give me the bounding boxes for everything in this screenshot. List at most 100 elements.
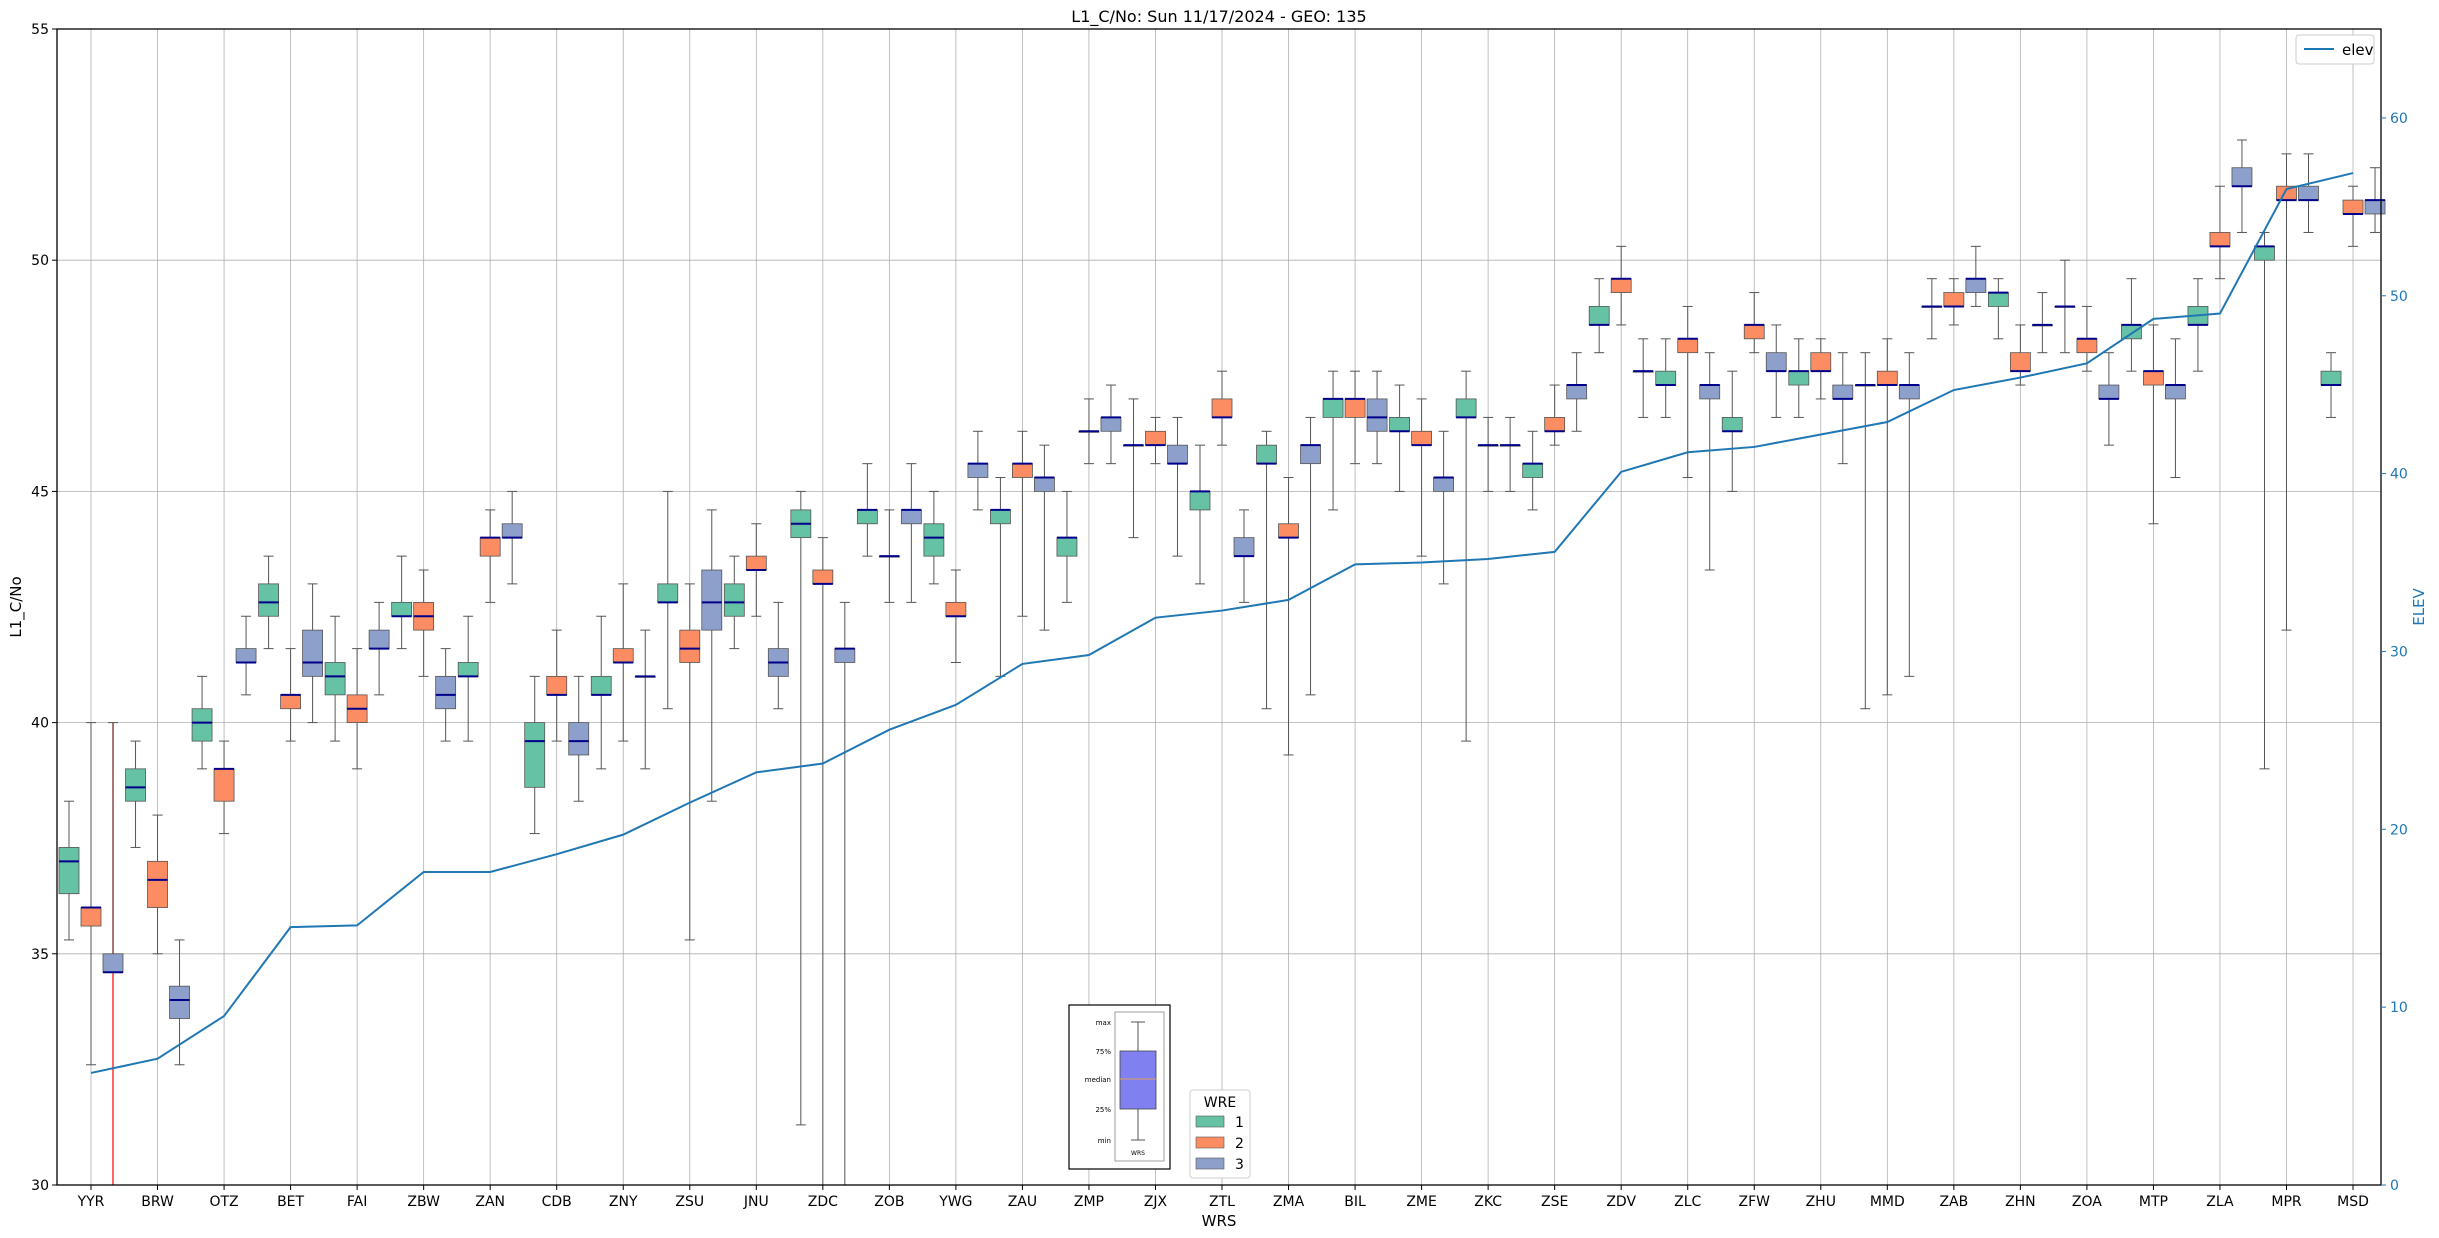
box-iqr — [524, 722, 546, 788]
box-FAI-wre1 — [324, 615, 346, 742]
box-ZME-wre1 — [1389, 384, 1410, 492]
x-tick-label: ZBW — [407, 1194, 440, 1210]
box-iqr — [1566, 384, 1588, 400]
box-iqr — [435, 675, 457, 710]
x-tick-label: MPR — [2271, 1194, 2302, 1210]
x-tick-label: ZMP — [1074, 1194, 1104, 1210]
legend-wre-swatch-3 — [1195, 1157, 1225, 1170]
y2-tick-label: 50 — [2390, 289, 2408, 305]
box-ZBW-wre1 — [391, 555, 413, 650]
x-tick-label: ZLC — [1674, 1194, 1701, 1210]
box-ZLC-wre1 — [1655, 338, 1677, 418]
box-CDB-wre1 — [524, 675, 546, 835]
box-iqr — [1411, 430, 1432, 446]
x-axis: YYR BRW OTZ BET FAI ZBW ZAN CDB ZNY ZSU JNU ZDC ZOB Y… — [77, 1185, 2369, 1210]
box-FAI-wre2 — [346, 648, 368, 770]
box-iqr — [1987, 292, 2009, 307]
box-ZBW-wre3 — [435, 648, 457, 742]
box-iqr — [1610, 278, 1632, 293]
y-tick-label: 30 — [31, 1178, 49, 1194]
box-ZSU-wre2 — [679, 583, 701, 941]
box-iqr — [1233, 537, 1255, 557]
box-OTZ-wre2 — [213, 740, 235, 835]
box-iqr — [2165, 384, 2186, 400]
x-tick-label: MTP — [2139, 1194, 2168, 1210]
x-tick-label: ZKC — [1474, 1194, 1502, 1210]
y2-tick-label: 0 — [2390, 1178, 2399, 1194]
box-iqr — [368, 629, 390, 650]
box-MTP-wre2 — [2143, 324, 2164, 525]
y2-tick-label: 20 — [2390, 822, 2408, 838]
box-MPR-wre2 — [2276, 153, 2297, 631]
x-axis-label: WRS — [1202, 1212, 1237, 1230]
box-ZLA-wre1 — [2187, 278, 2209, 372]
box-iqr — [1788, 370, 1810, 386]
box-iqr — [2098, 384, 2120, 400]
box-ZTL-wre2 — [1211, 370, 1233, 446]
box-iqr — [546, 675, 568, 696]
box-MPR-wre3 — [2298, 153, 2319, 233]
box-FAI-wre3 — [368, 601, 390, 696]
legend-elev-frame — [2295, 34, 2375, 65]
box-iqr — [125, 768, 146, 802]
box-series-layer — [58, 139, 2386, 1185]
box-iqr — [657, 583, 679, 603]
box-YWG-wre2 — [945, 569, 967, 663]
box-ZNY-wre3 — [634, 629, 656, 770]
box-MSD-wre2 — [2342, 185, 2364, 247]
x-tick-label: OTZ — [209, 1194, 238, 1210]
box-iqr — [1765, 352, 1787, 372]
box-ZOB-wre2 — [878, 509, 900, 603]
box-iqr — [2254, 245, 2275, 261]
box-iqr — [900, 509, 922, 525]
box-ZME-wre2 — [1411, 398, 1432, 557]
box-iqr — [923, 523, 945, 557]
box-BRW-wre3 — [169, 939, 190, 1066]
box-ZAB-wre1 — [1921, 278, 1943, 340]
box-BRW-wre2 — [147, 814, 168, 955]
box-ZJX-wre3 — [1167, 416, 1188, 557]
box-iqr — [102, 953, 124, 973]
x-tick-label: ZOA — [2072, 1194, 2102, 1210]
y-axis: 30 35 40 45 50 55 — [31, 22, 57, 1194]
box-iqr — [2342, 199, 2364, 215]
x-tick-label: BET — [277, 1194, 304, 1210]
box-iqr — [612, 648, 634, 663]
box-iqr — [1278, 523, 1299, 539]
box-ZLA-wre3 — [2231, 139, 2253, 233]
y-tick-label: 55 — [31, 22, 49, 38]
box-ZAU-wre3 — [1034, 444, 1055, 631]
box-iqr — [1322, 398, 1344, 418]
box-ZMP-wre1 — [1056, 490, 1078, 603]
box-ZFW-wre3 — [1765, 324, 1787, 418]
legend-wre-swatch-1 — [1195, 1115, 1225, 1128]
box-CDB-wre3 — [568, 675, 590, 802]
legend-elev-label: elev — [2342, 41, 2374, 59]
box-iqr — [479, 537, 501, 557]
box-ZDC-wre3 — [834, 601, 856, 1185]
y-tick-label: 35 — [31, 947, 49, 963]
key-label-max: max — [1096, 1019, 1111, 1027]
legend-wre-label-1: 1 — [1235, 1115, 1244, 1131]
x-tick-label: ZDV — [1606, 1194, 1636, 1210]
box-iqr — [2231, 167, 2253, 187]
box-iqr — [2121, 324, 2142, 340]
box-iqr — [302, 629, 323, 677]
legend-wre-title: WRE — [1204, 1095, 1236, 1111]
y-tick-label: 40 — [31, 716, 49, 732]
box-iqr — [1012, 463, 1033, 478]
box-ZNY-wre2 — [612, 583, 634, 742]
box-iqr — [1034, 477, 1055, 492]
y-tick-label: 50 — [31, 253, 49, 269]
box-ZMP-wre2 — [1078, 398, 1100, 465]
x-tick-label: ZJX — [1144, 1194, 1168, 1210]
box-ZTL-wre3 — [1233, 509, 1255, 603]
box-ZDV-wre2 — [1610, 245, 1632, 326]
box-ZHN-wre1 — [1987, 278, 2009, 340]
key-box — [1119, 1050, 1157, 1110]
box-YYR-wre1 — [58, 800, 80, 941]
box-iqr — [501, 523, 523, 539]
box-iqr — [856, 509, 878, 525]
box-iqr — [324, 662, 346, 696]
